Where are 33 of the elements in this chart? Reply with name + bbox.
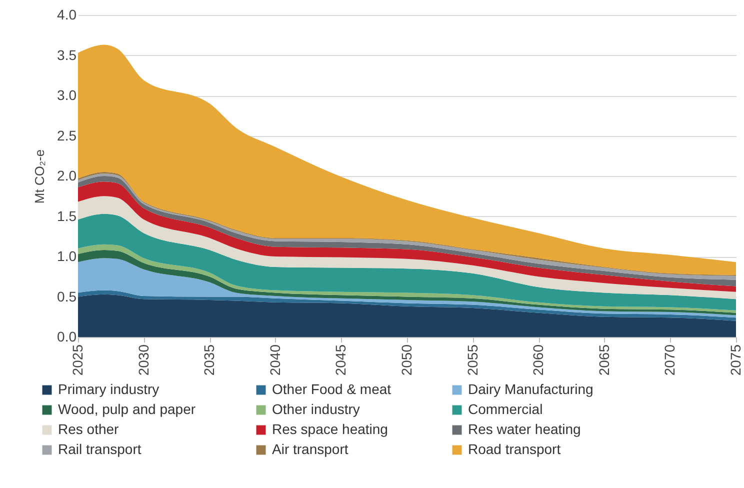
x-tick-label: 2035 bbox=[201, 344, 218, 376]
legend-label: Road transport bbox=[468, 441, 561, 457]
y-tick-label: 3.0 bbox=[57, 87, 77, 103]
y-axis-title: Mt CO₂-e bbox=[32, 149, 48, 204]
x-tick-label: 2050 bbox=[398, 344, 414, 376]
x-tick-label: 2075 bbox=[728, 344, 744, 376]
x-tick-label: 2025 bbox=[70, 344, 86, 376]
y-tick-label: 4.0 bbox=[57, 6, 77, 22]
y-tick-label: 2.5 bbox=[57, 127, 77, 144]
x-tick-label: 2040 bbox=[266, 344, 283, 376]
y-tick-label: 0.5 bbox=[57, 288, 77, 304]
legend-label: Commercial bbox=[468, 401, 543, 417]
legend-label: Other industry bbox=[272, 401, 360, 417]
y-tick-label: 1.5 bbox=[57, 208, 77, 224]
x-tick-label: 2065 bbox=[596, 344, 612, 376]
legend-label: Air transport bbox=[272, 441, 348, 457]
x-tick-label: 2070 bbox=[662, 344, 678, 376]
legend-label: Dairy Manufacturing bbox=[468, 381, 594, 397]
x-tick-label: 2060 bbox=[530, 344, 546, 376]
y-tick-label: 0.0 bbox=[57, 328, 77, 344]
x-tick-label: 2045 bbox=[332, 344, 349, 376]
legend-label: Rail transport bbox=[58, 441, 142, 457]
legend-label: Wood, pulp and paper bbox=[58, 401, 196, 417]
legend-label: Primary industry bbox=[58, 381, 160, 397]
legend-label: Other Food & meat bbox=[272, 381, 392, 397]
legend-label: Res water heating bbox=[468, 421, 581, 437]
y-tick-label: 1.0 bbox=[57, 248, 77, 264]
legend-label: Res other bbox=[58, 421, 120, 437]
x-tick-label: 2055 bbox=[464, 344, 480, 376]
y-tick-label: 3.5 bbox=[57, 46, 77, 63]
y-tick-label: 2.0 bbox=[57, 168, 77, 184]
legend-label: Res space heating bbox=[272, 421, 388, 437]
x-tick-label: 2030 bbox=[135, 344, 152, 376]
